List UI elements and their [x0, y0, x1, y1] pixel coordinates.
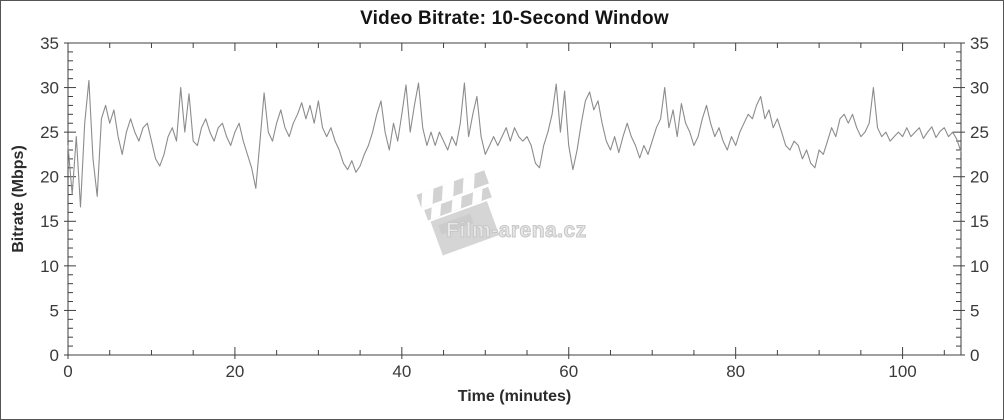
y-tick-label-left: 25 [40, 123, 59, 142]
y-tick-label-left: 10 [40, 257, 59, 276]
y-tick-label-right: 20 [970, 168, 989, 187]
y-tick-label-left: 5 [50, 301, 59, 320]
x-tick-label: 20 [225, 362, 244, 381]
x-axis-label: Time (minutes) [457, 388, 572, 405]
y-tick-label-left: 15 [40, 212, 59, 231]
x-tick-label: 100 [888, 362, 916, 381]
clapperboard-icon [416, 170, 500, 256]
watermark: Film-arena.cz [413, 161, 633, 271]
axes-border [67, 42, 962, 356]
bitrate-line [67, 79, 962, 208]
chart-title: Video Bitrate: 10-Second Window [360, 8, 669, 29]
y-tick-label-right: 10 [970, 257, 989, 276]
y-tick-label-right: 15 [970, 212, 989, 231]
x-tick-label: 0 [63, 362, 72, 381]
y-tick-label-right: 0 [970, 346, 979, 365]
y-tick-label-left: 30 [40, 79, 59, 98]
y-tick-label-right: 35 [970, 34, 989, 53]
y-tick-label-left: 20 [40, 168, 59, 187]
y-tick-label-right: 30 [970, 79, 989, 98]
y-tick-label-right: 5 [970, 301, 979, 320]
watermark-text: Film-arena.cz [446, 219, 587, 242]
y-axis-ticks: 0 0 5 5 10 10 15 15 20 20 25 25 30 30 35 35 [40, 34, 989, 365]
x-axis-ticks: 0 20 40 60 80 100 [63, 43, 945, 381]
y-tick-label-left: 0 [50, 346, 59, 365]
x-tick-label: 40 [392, 362, 411, 381]
x-tick-label: 60 [559, 362, 578, 381]
y-tick-label-right: 25 [970, 123, 989, 142]
x-tick-label: 80 [726, 362, 745, 381]
y-tick-label-left: 35 [40, 34, 59, 53]
